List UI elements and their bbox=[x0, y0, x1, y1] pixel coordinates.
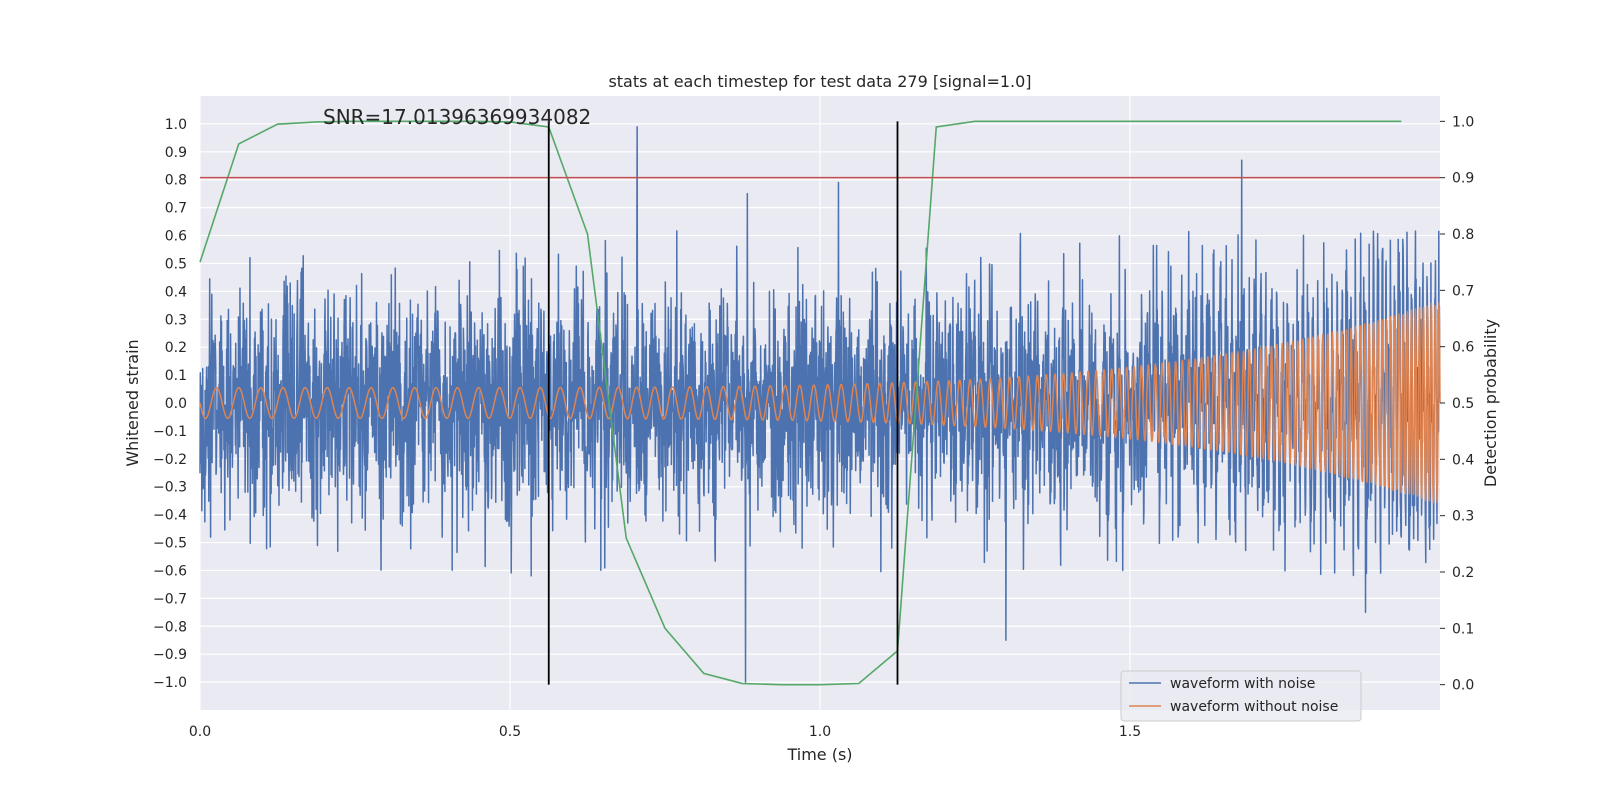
y2-tick-label: 0.2 bbox=[1452, 565, 1474, 581]
y-tick-label: −1.0 bbox=[153, 675, 187, 691]
y-tick-label: −0.4 bbox=[153, 508, 187, 524]
y-tick-label: −0.6 bbox=[153, 563, 187, 579]
legend-box bbox=[1120, 670, 1362, 722]
y2-tick-label: 1.0 bbox=[1452, 114, 1474, 130]
left-axis-ticks: −1.0 −0.9 −0.8 −0.7 −0.6 −0.5 −0.4 −0.3 −0.2 −0.1… bbox=[153, 117, 187, 691]
series-line-probability bbox=[199, 120, 1402, 686]
snr-annotation: SNR=17.01396369934082 bbox=[323, 105, 591, 129]
x-tick-label: 0.0 bbox=[189, 724, 211, 740]
y-tick-label: 0.3 bbox=[165, 312, 187, 328]
y2-tick-label: 0.1 bbox=[1452, 621, 1474, 637]
y-tick-label: −0.3 bbox=[153, 480, 187, 496]
chart-title: stats at each timestep for test data 279… bbox=[608, 72, 1031, 91]
probability-series bbox=[199, 120, 1402, 686]
y-tick-label: 0.8 bbox=[165, 173, 187, 189]
y2-tick-label: 0.4 bbox=[1452, 452, 1474, 468]
y2-tick-label: 0.8 bbox=[1452, 227, 1474, 243]
y-tick-label: 0.4 bbox=[165, 284, 187, 300]
legend: waveform with noise waveform without noi… bbox=[1120, 670, 1362, 722]
legend-label-clean: waveform without noise bbox=[1170, 699, 1338, 715]
y-tick-label: 0.5 bbox=[165, 256, 187, 272]
y2-tick-label: 0.3 bbox=[1452, 509, 1474, 525]
series-line-noisy bbox=[199, 125, 1441, 683]
series-line-clean bbox=[199, 302, 1441, 504]
x-tick-label: 0.5 bbox=[499, 724, 521, 740]
y2-tick-label: 0.9 bbox=[1452, 171, 1474, 187]
y-tick-label: 0.6 bbox=[165, 229, 187, 245]
y-tick-label: −0.7 bbox=[153, 591, 187, 607]
y-tick-label: −0.2 bbox=[153, 452, 187, 468]
x-axis-ticks: 0.0 0.5 1.0 1.5 bbox=[189, 724, 1141, 740]
y-tick-label: −0.5 bbox=[153, 536, 187, 552]
y2-tick-label: 0.6 bbox=[1452, 340, 1474, 356]
noise-series bbox=[199, 125, 1441, 683]
y2-tick-label: 0.5 bbox=[1452, 396, 1474, 412]
y-tick-label: 0.2 bbox=[165, 340, 187, 356]
x-tick-label: 1.5 bbox=[1119, 724, 1141, 740]
reference-lines bbox=[200, 121, 1440, 685]
y-tick-label: 1.0 bbox=[165, 117, 187, 133]
x-tick-label: 1.0 bbox=[809, 724, 831, 740]
y-tick-label: 0.0 bbox=[165, 396, 187, 412]
y-tick-label: −0.1 bbox=[153, 424, 187, 440]
y2-tick-label: 0.0 bbox=[1452, 678, 1474, 694]
y-tick-label: 0.9 bbox=[165, 145, 187, 161]
y-tick-label: −0.8 bbox=[153, 619, 187, 635]
y-tick-label: −0.9 bbox=[153, 647, 187, 663]
right-axis-ticks: 0.0 0.1 0.2 0.3 0.4 0.5 0.6 0.7 0.8 0.9 1.0 bbox=[1440, 114, 1474, 694]
clean-series bbox=[199, 302, 1441, 504]
x-axis-label: Time (s) bbox=[786, 745, 852, 764]
legend-label-noisy: waveform with noise bbox=[1170, 676, 1315, 692]
y-tick-label: 0.1 bbox=[165, 368, 187, 384]
y-tick-label: 0.7 bbox=[165, 201, 187, 217]
y2-axis-label: Detection probability bbox=[1481, 319, 1500, 487]
y-axis-label: Whitened strain bbox=[123, 339, 142, 466]
y2-tick-label: 0.7 bbox=[1452, 283, 1474, 299]
